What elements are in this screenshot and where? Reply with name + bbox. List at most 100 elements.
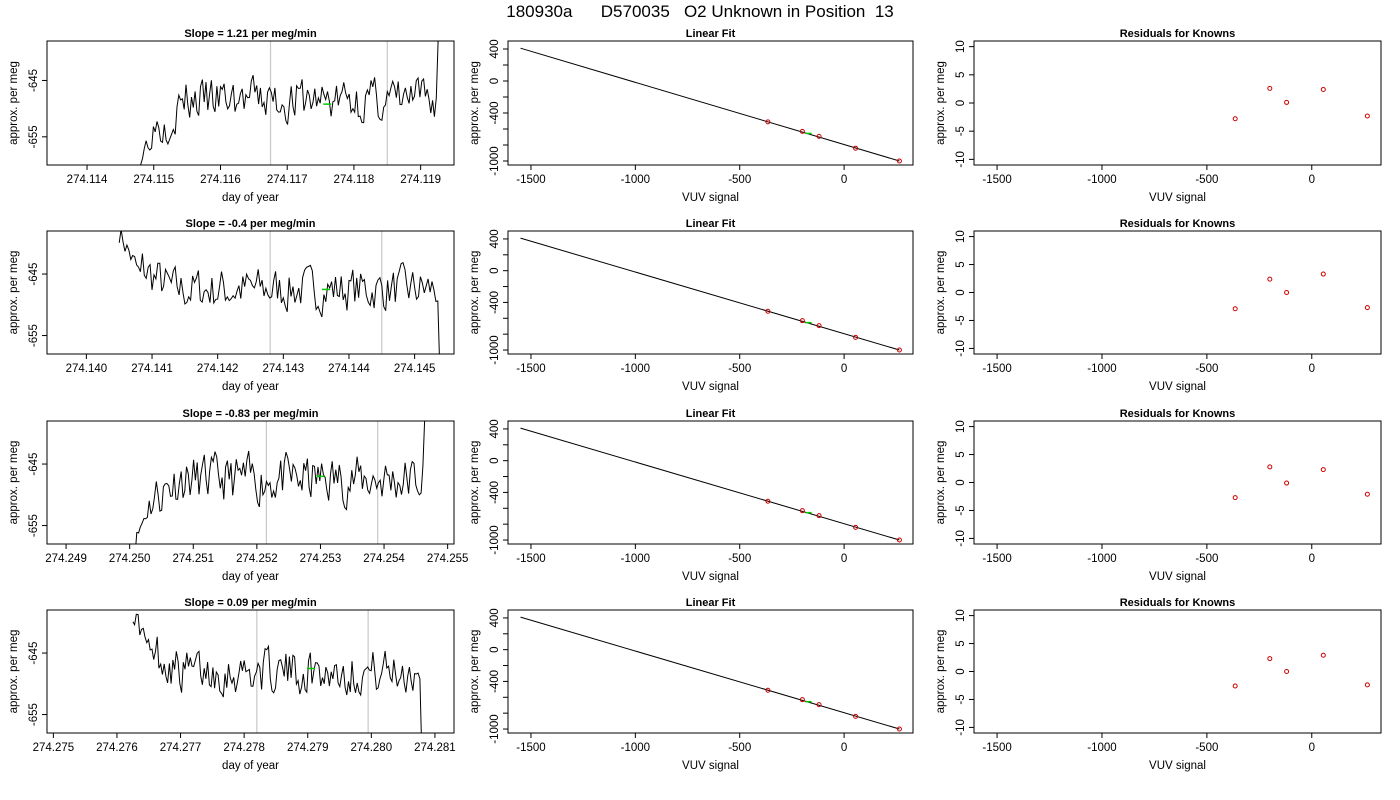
y-tick-label: 5 (955, 72, 967, 78)
x-tick-label: 274.255 (427, 553, 469, 565)
x-tick-label: 274.118 (334, 174, 375, 186)
plot-area (1232, 652, 1370, 689)
plot-area (1232, 464, 1370, 501)
known-point (853, 713, 859, 719)
x-tick-label: 274.250 (109, 553, 151, 565)
y-tick-label: 0 (489, 457, 501, 463)
y-tick-label: -400 (489, 670, 501, 693)
x-tick-label: -1000 (1087, 553, 1116, 565)
x-tick-label: 274.279 (287, 742, 329, 754)
x-axis-label: day of year (222, 760, 279, 772)
plot-area (1232, 271, 1370, 312)
x-tick-label: 274.276 (96, 742, 138, 754)
residual-point (1232, 683, 1238, 689)
x-tick-label: -1500 (982, 742, 1011, 754)
x-tick-label: 0 (1309, 553, 1315, 565)
residual-point (1320, 467, 1326, 473)
residual-point (1364, 113, 1370, 119)
x-tick-label: -1000 (1087, 174, 1116, 186)
residual-point (1364, 682, 1370, 688)
chart-title: Slope = -0.4 per meg/min (186, 218, 316, 230)
x-tick-label: -500 (1195, 174, 1218, 186)
known-point (896, 537, 902, 543)
x-axis-label: day of year (222, 571, 279, 583)
residual-point (1232, 116, 1238, 122)
y-tick-label: 10 (955, 420, 967, 433)
plot-frame (46, 420, 455, 545)
x-axis-label: VUV signal (682, 381, 739, 393)
y-tick-label: -10 (955, 340, 967, 357)
y-tick-label: -655 (28, 514, 40, 537)
x-tick-label: -500 (728, 174, 751, 186)
chart-title: Residuals for Knowns (1120, 597, 1236, 609)
panel-linear-fit-row4: Linear Fit -1500 -1000 -500 0 400 0 -400 -1000 VU… (469, 597, 914, 772)
plot-area (135, 421, 432, 544)
plot-frame (973, 40, 1382, 166)
y-tick-label: -400 (489, 101, 501, 124)
chart-title: Residuals for Knowns (1120, 28, 1236, 40)
residual-point (1284, 99, 1290, 105)
known-point (816, 513, 822, 519)
plot-frame (507, 609, 914, 734)
y-tick-label: 400 (489, 419, 501, 438)
y-tick-label: 10 (955, 40, 967, 53)
residual-point (1232, 306, 1238, 312)
y-axis-label: approx. per meg (935, 251, 947, 335)
x-axis-label: VUV signal (1149, 571, 1206, 583)
x-tick-label: 274.277 (160, 742, 202, 754)
y-tick-label: 0 (955, 668, 967, 674)
x-tick-label: -1500 (516, 742, 545, 754)
known-point (799, 318, 805, 324)
x-axis-label: VUV signal (682, 760, 739, 772)
plot-frame (973, 609, 1382, 734)
y-axis-label: approx. per meg (469, 441, 481, 525)
x-tick-label: 274.114 (67, 174, 108, 186)
known-point (853, 524, 859, 530)
x-tick-label: -500 (728, 363, 751, 375)
x-tick-label: 274.281 (414, 742, 456, 754)
panel-residuals-row3: Residuals for Knowns -1500 -1000 -500 0 10 5 0 -… (935, 408, 1382, 583)
known-point (765, 498, 771, 504)
x-tick-label: 0 (1309, 363, 1315, 375)
series-trace (118, 231, 440, 354)
y-axis-label: approx. per meg (935, 441, 947, 525)
y-tick-label: 400 (489, 39, 501, 58)
panel-timeseries-row2: Slope = -0.4 per meg/min 274.140 274.141 27… (8, 218, 455, 393)
x-tick-label: 274.254 (363, 553, 405, 565)
plot-area (118, 231, 440, 354)
plot-frame (46, 230, 455, 355)
y-tick-label: 0 (489, 267, 501, 273)
known-point (799, 508, 805, 514)
y-tick-label: -655 (28, 703, 40, 726)
y-tick-label: 0 (955, 100, 967, 106)
x-tick-label: 274.117 (267, 174, 308, 186)
known-point (896, 726, 902, 732)
plot-area (520, 616, 902, 732)
residual-point (1267, 276, 1273, 282)
x-tick-label: -500 (728, 553, 751, 565)
x-tick-label: 274.278 (223, 742, 265, 754)
known-point (765, 119, 771, 125)
chart-title: Slope = -0.83 per meg/min (182, 408, 318, 420)
x-tick-label: -1500 (516, 553, 545, 565)
y-axis-label: approx. per meg (469, 630, 481, 714)
fit-line (520, 616, 900, 730)
y-tick-label: 10 (955, 609, 967, 622)
fit-line (520, 237, 900, 351)
known-point (816, 133, 822, 139)
x-tick-label: 274.280 (351, 742, 393, 754)
page-title: 180930a D570035 O2 Unknown in Position 1… (506, 2, 894, 21)
chart-title: Slope = 1.21 per meg/min (184, 28, 317, 40)
x-tick-label: 274.140 (66, 363, 108, 375)
y-tick-label: -1000 (489, 525, 501, 554)
y-axis-label: approx. per meg (469, 61, 481, 145)
x-tick-label: -1500 (982, 553, 1011, 565)
y-tick-label: -645 (28, 453, 40, 476)
panel-residuals-row4: Residuals for Knowns -1500 -1000 -500 0 10 5 0 -… (935, 597, 1382, 772)
x-tick-label: 274.141 (131, 363, 173, 375)
x-tick-label: -1500 (516, 363, 545, 375)
chart-title: Linear Fit (686, 408, 736, 420)
y-tick-label: -655 (28, 324, 40, 347)
y-tick-label: 5 (955, 451, 967, 457)
plot-frame (507, 230, 914, 355)
